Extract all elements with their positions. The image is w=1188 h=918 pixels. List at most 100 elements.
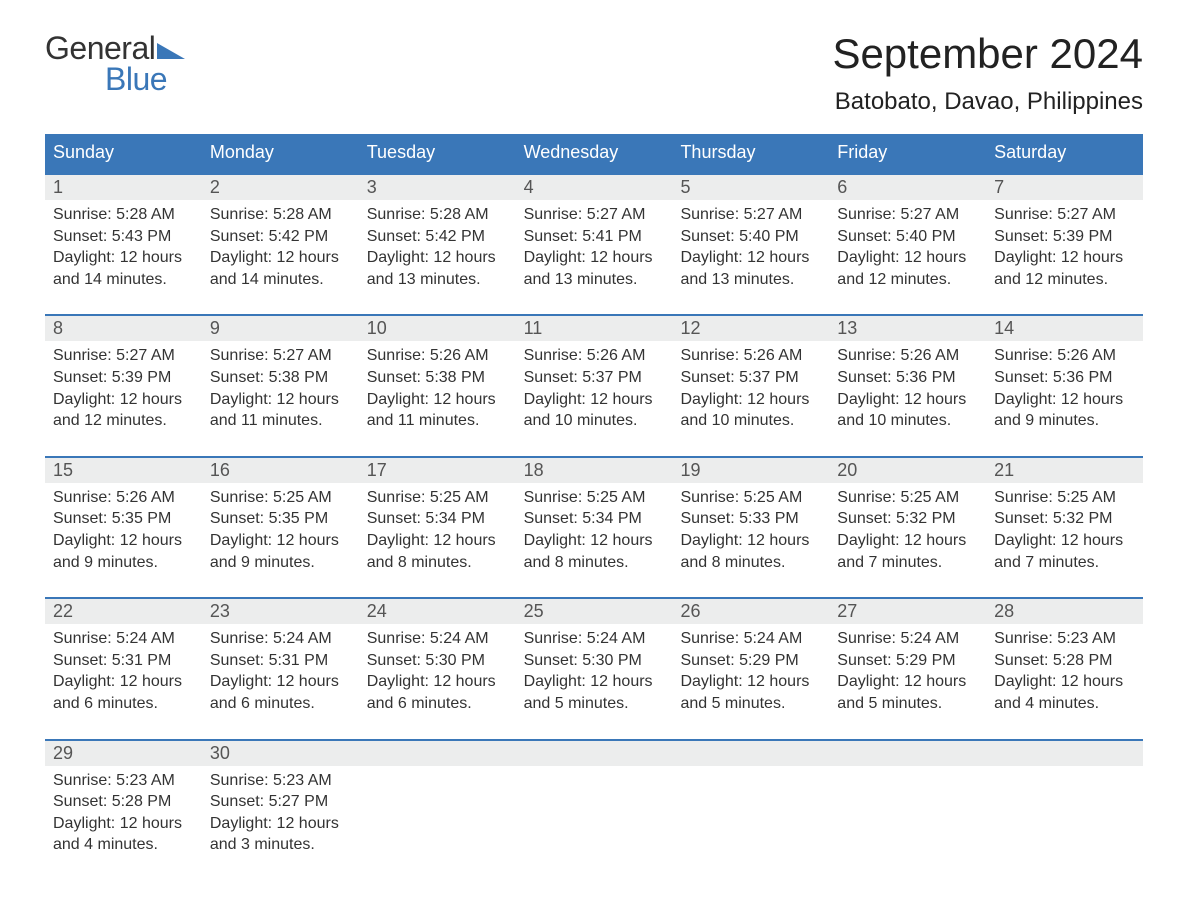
logo-text-bottom: Blue bbox=[105, 61, 185, 98]
day-number: 29 bbox=[45, 741, 202, 766]
daylight-line: Daylight: 12 hours and 14 minutes. bbox=[210, 247, 351, 290]
day-content: Sunrise: 5:27 AMSunset: 5:39 PMDaylight:… bbox=[45, 341, 202, 431]
day-cell: 10Sunrise: 5:26 AMSunset: 5:38 PMDayligh… bbox=[359, 316, 516, 441]
daylight-line: Daylight: 12 hours and 10 minutes. bbox=[837, 389, 978, 432]
sunrise-line: Sunrise: 5:23 AM bbox=[53, 770, 194, 792]
sunrise-line: Sunrise: 5:23 AM bbox=[210, 770, 351, 792]
location: Batobato, Davao, Philippines bbox=[832, 88, 1143, 116]
day-content: Sunrise: 5:26 AMSunset: 5:37 PMDaylight:… bbox=[672, 341, 829, 431]
day-cell: 11Sunrise: 5:26 AMSunset: 5:37 PMDayligh… bbox=[516, 316, 673, 441]
day-content: Sunrise: 5:26 AMSunset: 5:37 PMDaylight:… bbox=[516, 341, 673, 431]
daylight-line: Daylight: 12 hours and 9 minutes. bbox=[210, 530, 351, 573]
day-number: 23 bbox=[202, 599, 359, 624]
day-number bbox=[829, 741, 986, 766]
sunset-line: Sunset: 5:30 PM bbox=[524, 650, 665, 672]
day-cell-empty bbox=[516, 741, 673, 866]
daylight-line: Daylight: 12 hours and 9 minutes. bbox=[53, 530, 194, 573]
daylight-line: Daylight: 12 hours and 12 minutes. bbox=[837, 247, 978, 290]
day-number: 24 bbox=[359, 599, 516, 624]
daylight-line: Daylight: 12 hours and 9 minutes. bbox=[994, 389, 1135, 432]
day-content: Sunrise: 5:26 AMSunset: 5:36 PMDaylight:… bbox=[829, 341, 986, 431]
day-number bbox=[359, 741, 516, 766]
weekday-row: SundayMondayTuesdayWednesdayThursdayFrid… bbox=[45, 134, 1143, 173]
day-content: Sunrise: 5:28 AMSunset: 5:42 PMDaylight:… bbox=[202, 200, 359, 290]
sunrise-line: Sunrise: 5:24 AM bbox=[837, 628, 978, 650]
day-content: Sunrise: 5:26 AMSunset: 5:35 PMDaylight:… bbox=[45, 483, 202, 573]
day-content: Sunrise: 5:25 AMSunset: 5:32 PMDaylight:… bbox=[829, 483, 986, 573]
day-number: 28 bbox=[986, 599, 1143, 624]
daylight-line: Daylight: 12 hours and 10 minutes. bbox=[680, 389, 821, 432]
daylight-line: Daylight: 12 hours and 4 minutes. bbox=[53, 813, 194, 856]
sunrise-line: Sunrise: 5:26 AM bbox=[837, 345, 978, 367]
sunset-line: Sunset: 5:37 PM bbox=[524, 367, 665, 389]
day-number: 30 bbox=[202, 741, 359, 766]
day-cell: 18Sunrise: 5:25 AMSunset: 5:34 PMDayligh… bbox=[516, 458, 673, 583]
day-number: 20 bbox=[829, 458, 986, 483]
daylight-line: Daylight: 12 hours and 5 minutes. bbox=[524, 671, 665, 714]
sunset-line: Sunset: 5:41 PM bbox=[524, 226, 665, 248]
day-cell: 1Sunrise: 5:28 AMSunset: 5:43 PMDaylight… bbox=[45, 175, 202, 300]
daylight-line: Daylight: 12 hours and 6 minutes. bbox=[210, 671, 351, 714]
sunrise-line: Sunrise: 5:24 AM bbox=[680, 628, 821, 650]
day-number: 11 bbox=[516, 316, 673, 341]
weekday-saturday: Saturday bbox=[986, 134, 1143, 173]
sunrise-line: Sunrise: 5:27 AM bbox=[680, 204, 821, 226]
calendar: SundayMondayTuesdayWednesdayThursdayFrid… bbox=[45, 134, 1143, 866]
sunset-line: Sunset: 5:33 PM bbox=[680, 508, 821, 530]
sunrise-line: Sunrise: 5:24 AM bbox=[210, 628, 351, 650]
sunrise-line: Sunrise: 5:25 AM bbox=[837, 487, 978, 509]
day-number: 18 bbox=[516, 458, 673, 483]
week-row: 29Sunrise: 5:23 AMSunset: 5:28 PMDayligh… bbox=[45, 739, 1143, 866]
day-cell-empty bbox=[672, 741, 829, 866]
logo-flag-icon bbox=[157, 39, 185, 59]
sunset-line: Sunset: 5:39 PM bbox=[994, 226, 1135, 248]
week-row: 8Sunrise: 5:27 AMSunset: 5:39 PMDaylight… bbox=[45, 314, 1143, 441]
sunset-line: Sunset: 5:37 PM bbox=[680, 367, 821, 389]
sunrise-line: Sunrise: 5:27 AM bbox=[53, 345, 194, 367]
day-content: Sunrise: 5:25 AMSunset: 5:34 PMDaylight:… bbox=[359, 483, 516, 573]
sunset-line: Sunset: 5:29 PM bbox=[680, 650, 821, 672]
day-content: Sunrise: 5:25 AMSunset: 5:32 PMDaylight:… bbox=[986, 483, 1143, 573]
weeks-container: 1Sunrise: 5:28 AMSunset: 5:43 PMDaylight… bbox=[45, 173, 1143, 866]
day-content: Sunrise: 5:23 AMSunset: 5:28 PMDaylight:… bbox=[986, 624, 1143, 714]
day-content: Sunrise: 5:27 AMSunset: 5:41 PMDaylight:… bbox=[516, 200, 673, 290]
day-content: Sunrise: 5:27 AMSunset: 5:40 PMDaylight:… bbox=[672, 200, 829, 290]
day-cell: 17Sunrise: 5:25 AMSunset: 5:34 PMDayligh… bbox=[359, 458, 516, 583]
daylight-line: Daylight: 12 hours and 12 minutes. bbox=[53, 389, 194, 432]
day-content: Sunrise: 5:24 AMSunset: 5:30 PMDaylight:… bbox=[359, 624, 516, 714]
day-content: Sunrise: 5:24 AMSunset: 5:29 PMDaylight:… bbox=[672, 624, 829, 714]
day-number: 3 bbox=[359, 175, 516, 200]
day-content: Sunrise: 5:24 AMSunset: 5:31 PMDaylight:… bbox=[45, 624, 202, 714]
sunset-line: Sunset: 5:42 PM bbox=[210, 226, 351, 248]
day-content bbox=[672, 766, 829, 770]
day-cell: 4Sunrise: 5:27 AMSunset: 5:41 PMDaylight… bbox=[516, 175, 673, 300]
sunset-line: Sunset: 5:31 PM bbox=[210, 650, 351, 672]
sunrise-line: Sunrise: 5:25 AM bbox=[994, 487, 1135, 509]
day-cell: 8Sunrise: 5:27 AMSunset: 5:39 PMDaylight… bbox=[45, 316, 202, 441]
day-number: 2 bbox=[202, 175, 359, 200]
sunset-line: Sunset: 5:36 PM bbox=[837, 367, 978, 389]
day-cell-empty bbox=[829, 741, 986, 866]
sunrise-line: Sunrise: 5:26 AM bbox=[680, 345, 821, 367]
week-row: 15Sunrise: 5:26 AMSunset: 5:35 PMDayligh… bbox=[45, 456, 1143, 583]
day-cell: 22Sunrise: 5:24 AMSunset: 5:31 PMDayligh… bbox=[45, 599, 202, 724]
day-content bbox=[829, 766, 986, 770]
sunrise-line: Sunrise: 5:26 AM bbox=[524, 345, 665, 367]
sunrise-line: Sunrise: 5:24 AM bbox=[53, 628, 194, 650]
sunset-line: Sunset: 5:28 PM bbox=[994, 650, 1135, 672]
day-number bbox=[516, 741, 673, 766]
day-content: Sunrise: 5:24 AMSunset: 5:31 PMDaylight:… bbox=[202, 624, 359, 714]
day-cell: 20Sunrise: 5:25 AMSunset: 5:32 PMDayligh… bbox=[829, 458, 986, 583]
day-content: Sunrise: 5:24 AMSunset: 5:30 PMDaylight:… bbox=[516, 624, 673, 714]
sunrise-line: Sunrise: 5:27 AM bbox=[524, 204, 665, 226]
daylight-line: Daylight: 12 hours and 8 minutes. bbox=[524, 530, 665, 573]
day-number: 12 bbox=[672, 316, 829, 341]
day-cell: 16Sunrise: 5:25 AMSunset: 5:35 PMDayligh… bbox=[202, 458, 359, 583]
day-number: 6 bbox=[829, 175, 986, 200]
day-cell: 27Sunrise: 5:24 AMSunset: 5:29 PMDayligh… bbox=[829, 599, 986, 724]
sunset-line: Sunset: 5:27 PM bbox=[210, 791, 351, 813]
day-number: 27 bbox=[829, 599, 986, 624]
day-cell: 15Sunrise: 5:26 AMSunset: 5:35 PMDayligh… bbox=[45, 458, 202, 583]
weekday-wednesday: Wednesday bbox=[516, 134, 673, 173]
day-cell: 19Sunrise: 5:25 AMSunset: 5:33 PMDayligh… bbox=[672, 458, 829, 583]
